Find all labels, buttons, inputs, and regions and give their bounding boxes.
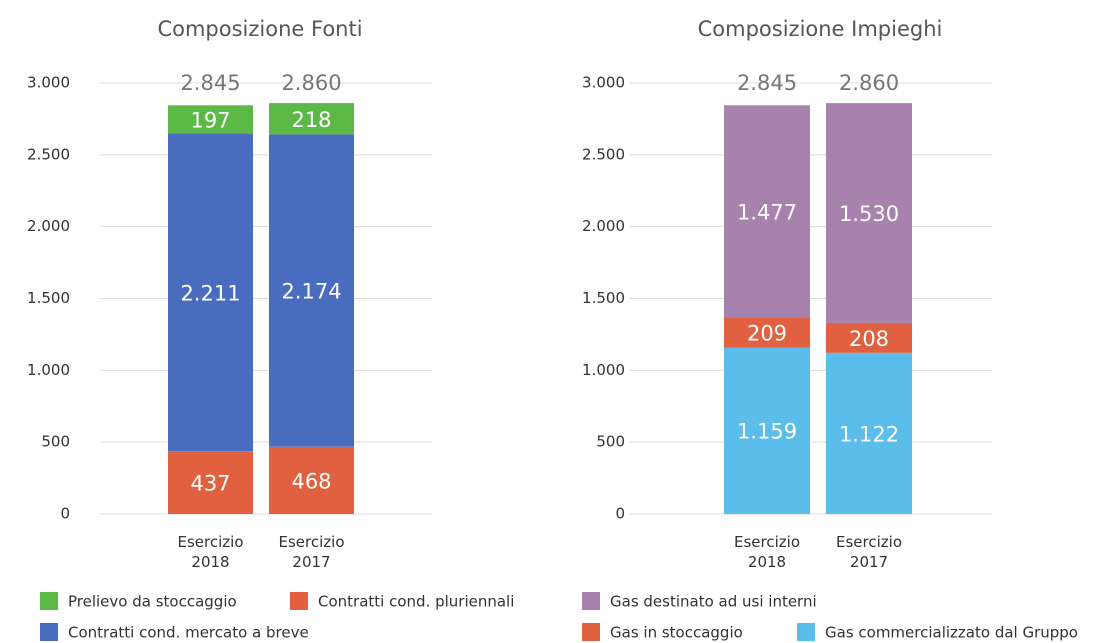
total-label: 2.845 [180,71,240,95]
y-tick-label: 1.000 [582,361,625,379]
total-label: 2.845 [737,71,797,95]
x-tick-label: Esercizio 2018 [177,533,244,571]
legend-label: Prelievo da stoccaggio [68,593,237,611]
y-tick-label: 1.500 [582,289,625,307]
y-tick-label: 1.000 [27,361,70,379]
legend-swatch [40,592,58,610]
legend-swatch [582,592,600,610]
y-tick-label: 2.000 [582,217,625,235]
bar-segment [724,105,810,318]
data-label: 218 [291,108,331,132]
y-tick-label: 2.500 [27,145,70,163]
data-label: 197 [190,108,230,132]
legend-label: Gas destinato ad usi interni [610,593,817,611]
bar-segment [826,103,912,323]
bar-segment [168,133,253,452]
legend-swatch [797,623,815,641]
x-tick-label: Esercizio 2018 [734,533,800,571]
y-tick-label: 0 [60,505,70,523]
legend-swatch [40,623,58,641]
data-label: 208 [849,327,889,351]
legend-label: Contratti cond. pluriennali [318,593,514,611]
total-label: 2.860 [839,71,899,95]
data-label: 2.174 [281,280,341,304]
bar-segment [269,134,354,447]
y-tick-label: 500 [596,433,625,451]
y-tick-label: 3.000 [582,74,625,92]
legend-swatch [582,623,600,641]
x-tick-label: Esercizio 2017 [836,533,902,571]
data-label: 209 [747,321,787,345]
y-tick-label: 2.500 [582,145,625,163]
x-tick-label: Esercizio 2017 [278,533,345,571]
legend-label: Gas in stoccaggio [610,624,743,642]
y-tick-label: 500 [41,433,70,451]
legend-label: Contratti cond. mercato a breve [68,624,309,642]
chart-title: Composizione Fonti [157,17,362,41]
y-tick-label: 1.500 [27,289,70,307]
y-tick-label: 0 [615,505,625,523]
total-label: 2.860 [281,71,341,95]
data-label: 1.530 [839,202,899,226]
bar-segment [826,322,912,353]
y-tick-label: 2.000 [27,217,70,235]
chart-title: Composizione Impieghi [698,17,943,41]
bar-segment [724,347,810,514]
legend-swatch [290,592,308,610]
data-label: 2.211 [180,281,240,305]
y-tick-label: 3.000 [27,74,70,92]
bar-segment [269,446,354,514]
data-label: 1.122 [839,422,899,446]
bar-segment [168,451,253,514]
bar-segment [168,105,253,134]
bar-segment [269,103,354,135]
bar-segment [826,352,912,514]
data-label: 468 [291,469,331,493]
data-label: 1.477 [737,200,797,224]
data-label: 1.159 [737,420,797,444]
bar-segment [724,317,810,348]
legend-label: Gas commercializzato dal Gruppo [825,624,1078,642]
data-label: 437 [190,472,230,496]
